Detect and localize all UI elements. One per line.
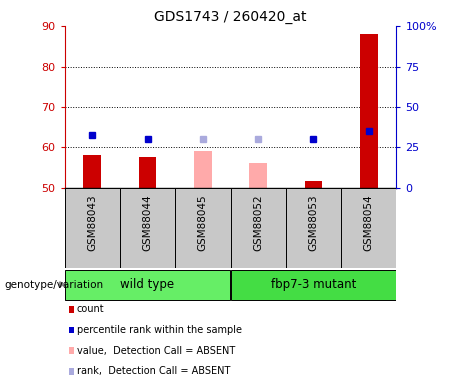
Bar (230, 188, 286, 268)
Title: GDS1743 / 260420_at: GDS1743 / 260420_at (154, 10, 307, 24)
Text: GSM88045: GSM88045 (198, 194, 208, 250)
Bar (231, 270, 396, 300)
Text: GSM88044: GSM88044 (142, 194, 153, 250)
Bar (341, 188, 396, 268)
Text: count: count (77, 304, 105, 314)
Bar (175, 188, 230, 268)
Bar (65, 188, 120, 268)
Bar (120, 188, 175, 268)
Bar (286, 188, 341, 268)
Text: GSM88054: GSM88054 (364, 194, 374, 250)
Text: rank,  Detection Call = ABSENT: rank, Detection Call = ABSENT (77, 366, 230, 375)
Text: fbp7-3 mutant: fbp7-3 mutant (271, 278, 356, 291)
Bar (360, 34, 378, 188)
Text: genotype/variation: genotype/variation (5, 280, 104, 290)
Text: GSM88053: GSM88053 (308, 194, 319, 250)
Text: value,  Detection Call = ABSENT: value, Detection Call = ABSENT (77, 346, 235, 355)
Bar (305, 182, 322, 188)
Bar (194, 151, 212, 188)
Bar (83, 155, 101, 188)
Text: GSM88043: GSM88043 (87, 194, 97, 250)
Bar (139, 157, 156, 188)
Bar (249, 164, 267, 188)
Text: wild type: wild type (120, 278, 175, 291)
Text: GSM88052: GSM88052 (253, 194, 263, 250)
Bar (65, 270, 230, 300)
Text: percentile rank within the sample: percentile rank within the sample (77, 325, 242, 335)
